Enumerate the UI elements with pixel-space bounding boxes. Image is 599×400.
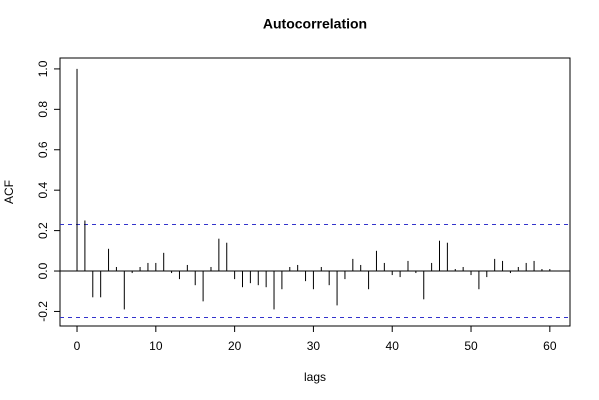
x-tick-label: 20: [228, 339, 242, 353]
x-tick-label: 10: [149, 339, 163, 353]
y-tick-label: 0.6: [36, 141, 50, 158]
x-tick-label: 30: [307, 339, 321, 353]
x-axis-label: lags: [304, 370, 326, 384]
y-tick-label: 0.8: [36, 101, 50, 118]
y-axis-label: ACF: [2, 180, 16, 204]
y-tick-label: 1.0: [36, 60, 50, 77]
y-tick-label: 0.0: [36, 262, 50, 279]
x-tick-label: 40: [386, 339, 400, 353]
plot-frame: [59, 57, 571, 327]
y-tick-label: -0.2: [36, 301, 50, 322]
y-tick-label: 0.2: [36, 222, 50, 239]
chart-title: Autocorrelation: [263, 16, 367, 32]
x-tick-label: 50: [464, 339, 478, 353]
x-tick-label: 60: [543, 339, 557, 353]
y-tick-label: 0.4: [36, 182, 50, 199]
x-tick-label: 0: [74, 339, 81, 353]
